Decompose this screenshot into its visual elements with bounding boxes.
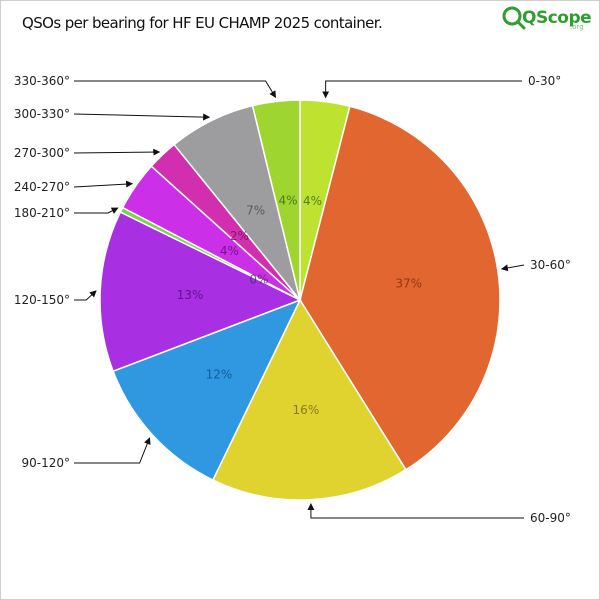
- pct-label-120-150: 13%: [177, 288, 204, 302]
- category-label-300-330: 300-330°: [14, 107, 70, 121]
- chart-title: QSOs per bearing for HF EU CHAMP 2025 co…: [22, 14, 383, 32]
- leader-line-330-360: [74, 80, 277, 99]
- category-label-90-120: 90-120°: [21, 456, 70, 470]
- slice-120-150: [99, 211, 302, 373]
- leader-line-90-120: [74, 437, 151, 464]
- category-label-240-270: 240-270°: [14, 180, 70, 194]
- pct-label-30-60: 37%: [395, 276, 422, 290]
- leader-line-0-30: [322, 80, 522, 99]
- logo-domain: .org: [570, 23, 584, 31]
- pct-label-300-330: 7%: [246, 203, 265, 217]
- pct-label-240-270: 4%: [220, 244, 239, 258]
- magnifier-icon: [502, 6, 526, 30]
- pct-label-270-300: 2%: [230, 229, 249, 243]
- leader-line-60-90: [307, 503, 524, 519]
- category-label-0-30: 0-30°: [528, 74, 561, 88]
- category-label-180-210: 180-210°: [14, 206, 70, 220]
- logo-wordmark: QScope: [522, 8, 592, 28]
- slice-60-90: [211, 298, 407, 501]
- leader-line-120-150: [74, 290, 97, 301]
- category-label-60-90: 60-90°: [530, 511, 571, 525]
- leader-line-300-330: [73, 113, 211, 121]
- category-label-270-300: 270-300°: [14, 146, 70, 160]
- category-label-120-150: 120-150°: [14, 293, 70, 307]
- leader-line-180-210: [74, 207, 119, 214]
- pct-label-0-30: 4%: [303, 194, 322, 208]
- pct-label-330-360: 4%: [279, 194, 298, 208]
- pct-label-180-210: 0%: [249, 272, 268, 286]
- qscope-logo[interactable]: QScope .org: [502, 6, 592, 36]
- leader-line-270-300: [73, 148, 161, 156]
- slice-330-360: [251, 99, 301, 301]
- slice-90-120: [112, 298, 302, 482]
- pct-label-90-120: 12%: [206, 367, 233, 381]
- pct-label-60-90: 16%: [293, 403, 320, 417]
- category-label-30-60: 30-60°: [530, 258, 571, 272]
- leader-line-240-270: [73, 180, 134, 188]
- leader-line-30-60: [500, 264, 525, 272]
- category-label-330-360: 330-360°: [14, 74, 70, 88]
